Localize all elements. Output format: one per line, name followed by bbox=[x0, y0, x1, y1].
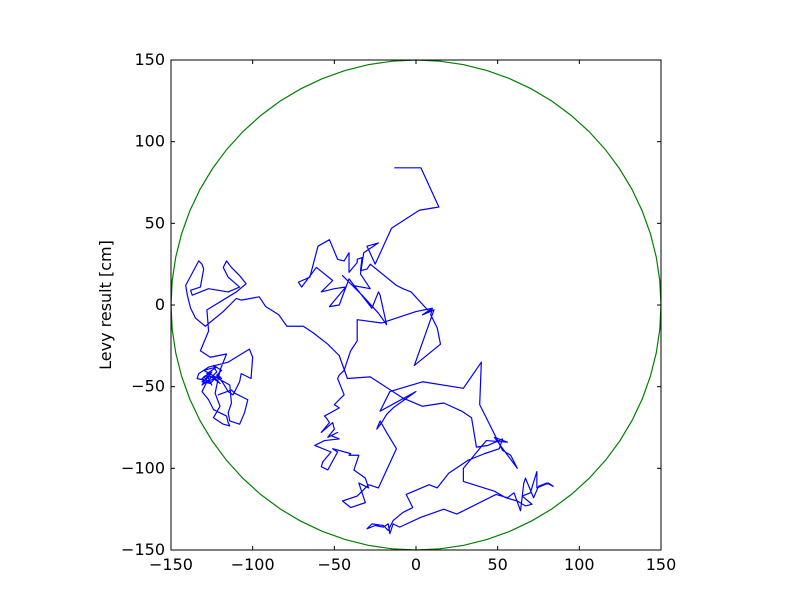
random-walk-line bbox=[185, 167, 554, 535]
x-tick-label: −100 bbox=[231, 555, 275, 574]
y-tick-label: 150 bbox=[134, 50, 165, 69]
x-tick-label: 50 bbox=[487, 555, 507, 574]
plot-background bbox=[171, 60, 661, 550]
y-tick-label: 100 bbox=[134, 132, 165, 151]
y-tick-label: −100 bbox=[121, 458, 165, 477]
y-tick-label: 0 bbox=[155, 295, 165, 314]
y-tick-label: 50 bbox=[145, 213, 165, 232]
ticks-layer: −150 −100 −50 0 50 100 150 −150 −100 −50 0 50 100 150 bbox=[121, 50, 676, 574]
y-tick-label: −150 bbox=[121, 540, 165, 559]
x-tick-label: 150 bbox=[646, 555, 677, 574]
x-tick-label: −50 bbox=[317, 555, 351, 574]
x-tick-label: 100 bbox=[564, 555, 595, 574]
x-tick-label: 0 bbox=[411, 555, 421, 574]
y-axis-title: Levy result [cm] bbox=[96, 240, 115, 370]
x-tick-label: −150 bbox=[149, 555, 193, 574]
y-tick-label: −50 bbox=[131, 377, 165, 396]
